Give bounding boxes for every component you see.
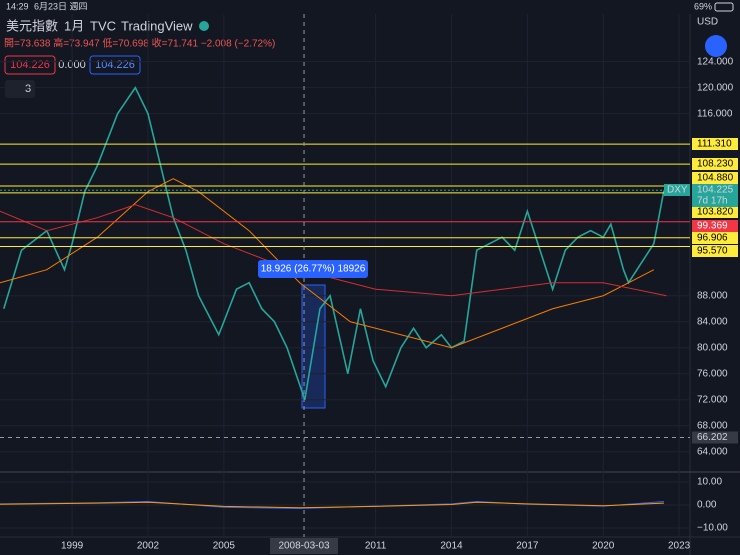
y-tick-label: 68.000 [697,420,728,431]
crosshair-y-bg [692,431,738,444]
indicator-toggle[interactable] [5,80,35,98]
y-tick-label: 10.00 [697,477,722,488]
indicator-count: 3 [25,83,31,95]
level-label-bg [692,172,738,184]
tooltip: 18.926 (26.77%) 18926 [261,264,366,275]
level-label-bg [692,158,738,170]
status-time: 14:29 [6,1,29,11]
y-tick-label: 88.000 [697,290,728,301]
crosshair-y-label: 66.202 [697,432,728,443]
plot: 1999 2002 2005 2011 2014 2017 2020 2023 124.000 1… [0,14,738,554]
level-label: 96.906 [697,233,728,244]
crosshair-x-label: 2008-03-03 [278,541,330,552]
source: TradingView [121,18,193,33]
last-price-bg [692,184,738,207]
y-tick-label: 120.000 [697,82,734,93]
level-label: 104.880 [697,173,734,184]
interval[interactable]: 1月 [64,18,84,33]
status-dot [199,21,209,31]
ohlc: 開=73.638 高=73.947 低=70.698 收=71.741 −2.0… [4,37,275,50]
level-label: 95.570 [697,246,728,257]
price-line [0,501,664,509]
last-price: 104.225 [697,185,734,196]
symbol-tag-text: DXY [667,185,688,196]
scale-button[interactable] [705,35,727,57]
x-tick-label: 2023 [668,541,691,552]
y-tick-label: 84.000 [697,316,728,327]
input-box[interactable] [4,55,56,75]
battery-icon [714,2,734,12]
status-date: 6月23日 週四 [34,1,88,11]
x-tick-label: 2017 [516,541,539,552]
exchange: TVC [90,18,116,33]
symbol-tag [664,184,690,196]
x-tick-label: 2002 [137,541,160,552]
level-label: 103.820 [697,207,734,218]
y-tick-label: 72.000 [697,394,728,405]
level-label: 111.310 [697,139,732,150]
tooltip-bg [258,260,368,278]
crosshair-x-bg [270,538,339,554]
input-box[interactable] [89,55,141,75]
x-tick-label: 1999 [61,541,84,552]
y-tick-label: 116.000 [697,108,733,119]
level-label-bg [692,206,738,218]
x-tick-label: 2005 [213,541,236,552]
y-tick-label: −10.00 [697,523,728,534]
level-label: 99.369 [697,221,728,232]
level-label-bg [692,245,738,257]
currency[interactable]: USD [697,17,718,28]
y-tick-label: 0.00 [697,500,717,511]
price-line [3,86,665,401]
y-tick-label: 124.000 [697,56,734,67]
level-label-bg [692,220,738,232]
level-label: 108.230 [697,159,734,170]
x-tick-label: 2020 [592,541,615,552]
input: 104.226 [10,59,50,71]
level-label-bg [692,138,738,150]
symbol[interactable]: 美元指數 [6,18,58,33]
y-tick-label: 64.000 [697,446,728,457]
y-tick-label: 80.000 [697,342,728,353]
countdown: 7d 17h [697,196,728,207]
y-tick-label: 76.000 [697,368,728,379]
x-tick-label: 2011 [365,541,387,552]
x-tick-label: 2014 [440,541,463,552]
level-label-bg [692,232,738,244]
status-battery: 69% [694,1,712,11]
input: 104.226 [95,59,135,71]
